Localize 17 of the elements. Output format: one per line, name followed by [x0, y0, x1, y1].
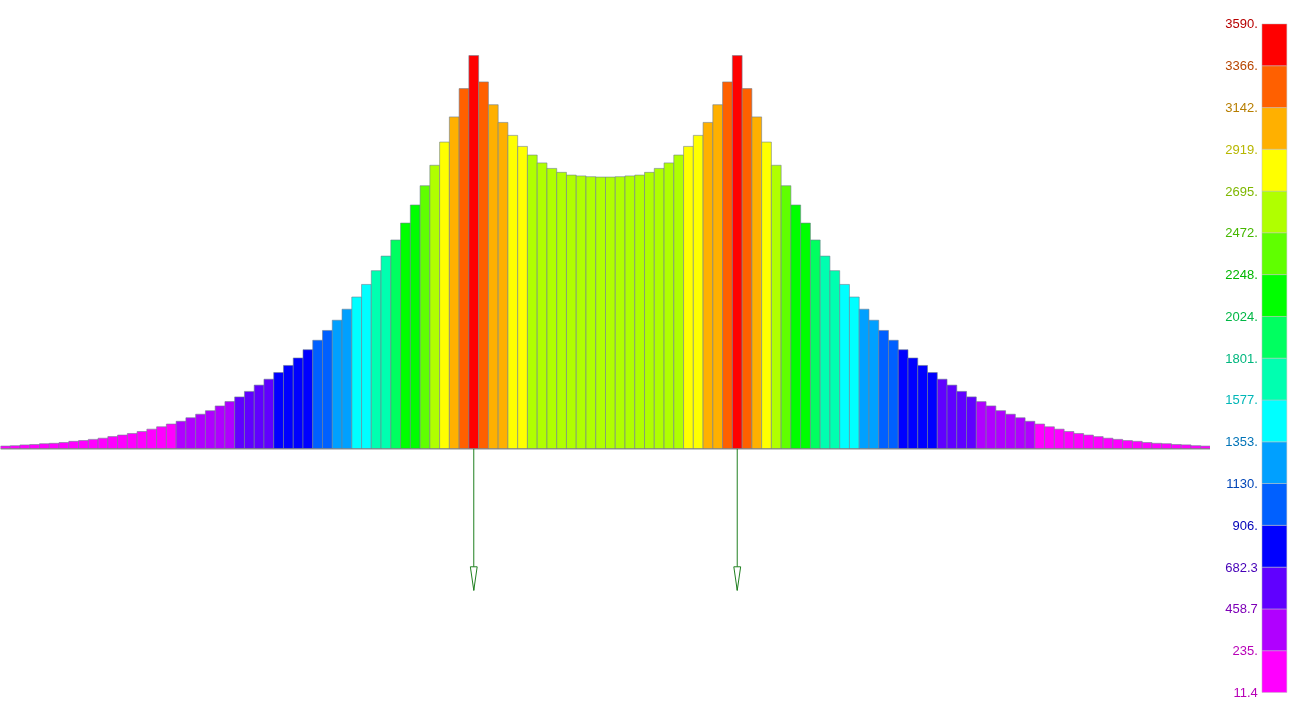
color-bar-label: 2919. [1225, 141, 1258, 157]
color-bar-label: 3590. [1225, 16, 1258, 32]
color-bar-label: 2695. [1225, 183, 1258, 199]
color-bar-label: 3142. [1225, 100, 1258, 116]
color-bar-label: 235. [1232, 643, 1258, 659]
color-bar-label: 2248. [1225, 267, 1258, 283]
color-bar-label: 2472. [1225, 225, 1258, 241]
color-bar-label: 458.7 [1225, 601, 1258, 617]
color-bar-label: 2024. [1225, 308, 1258, 324]
color-bar-label: 3366. [1225, 58, 1258, 74]
color-bar-label: 1801. [1225, 350, 1258, 366]
color-bar-label: 11.4 [1233, 684, 1258, 700]
color-bar-label: 1353. [1225, 434, 1258, 450]
color-bar-label: 906. [1232, 517, 1258, 533]
color-bar-label: 1577. [1225, 392, 1258, 408]
color-bar-label: 682.3 [1225, 559, 1258, 575]
color-bar-label: 1130. [1226, 475, 1258, 491]
